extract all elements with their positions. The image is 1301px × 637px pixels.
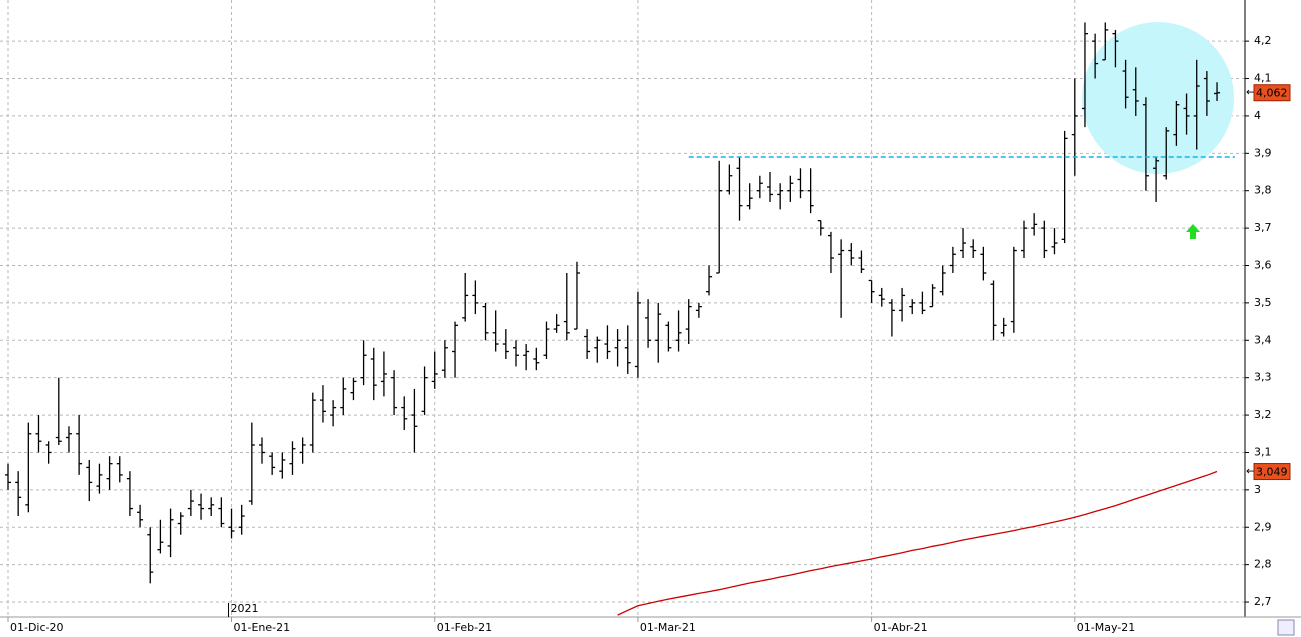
last-ma-box	[1253, 463, 1291, 481]
y-tick-label: 4	[1254, 109, 1261, 122]
y-tick-label: 3,2	[1254, 408, 1272, 421]
last-close-pointer: ←	[1246, 86, 1255, 99]
last-ma-label: 3,049	[1256, 466, 1288, 479]
moving-average-line	[617, 470, 1218, 616]
y-tick-label: 3,6	[1254, 258, 1272, 271]
y-tick-label: 4,1	[1254, 72, 1272, 85]
y-tick-label: 2,8	[1254, 558, 1272, 571]
x-tick-label: 01-Abr-21	[874, 621, 928, 634]
y-tick-label: 4,2	[1254, 34, 1272, 47]
y-tick-label: 3,3	[1254, 371, 1272, 384]
last-ma-pointer: ←	[1246, 465, 1255, 478]
x-tick-label: 01-Mar-21	[640, 621, 696, 634]
y-tick-label: 3,7	[1254, 221, 1272, 234]
y-tick-label: 3,8	[1254, 184, 1272, 197]
last-close-box	[1253, 84, 1291, 102]
y-tick-label: 3,9	[1254, 146, 1272, 159]
last-close-label: 4,062	[1256, 87, 1288, 100]
up-arrow	[1186, 224, 1200, 239]
year-label: 2021	[231, 602, 259, 615]
x-tick-label: 01-Ene-21	[234, 621, 291, 634]
y-tick-label: 3,5	[1254, 296, 1272, 309]
y-tick-label: 3	[1254, 483, 1261, 496]
x-tick-label: 01-Dic-20	[10, 621, 64, 634]
y-tick-label: 3,4	[1254, 333, 1272, 346]
y-tick-label: 2,9	[1254, 520, 1272, 533]
y-tick-label: 3,1	[1254, 445, 1272, 458]
highlight-circle	[1082, 22, 1234, 174]
x-tick-label: 01-Feb-21	[437, 621, 492, 634]
y-tick-label: 2,7	[1254, 595, 1272, 608]
x-tick-label: 01-May-21	[1077, 621, 1135, 634]
corner-icon	[1277, 619, 1295, 636]
